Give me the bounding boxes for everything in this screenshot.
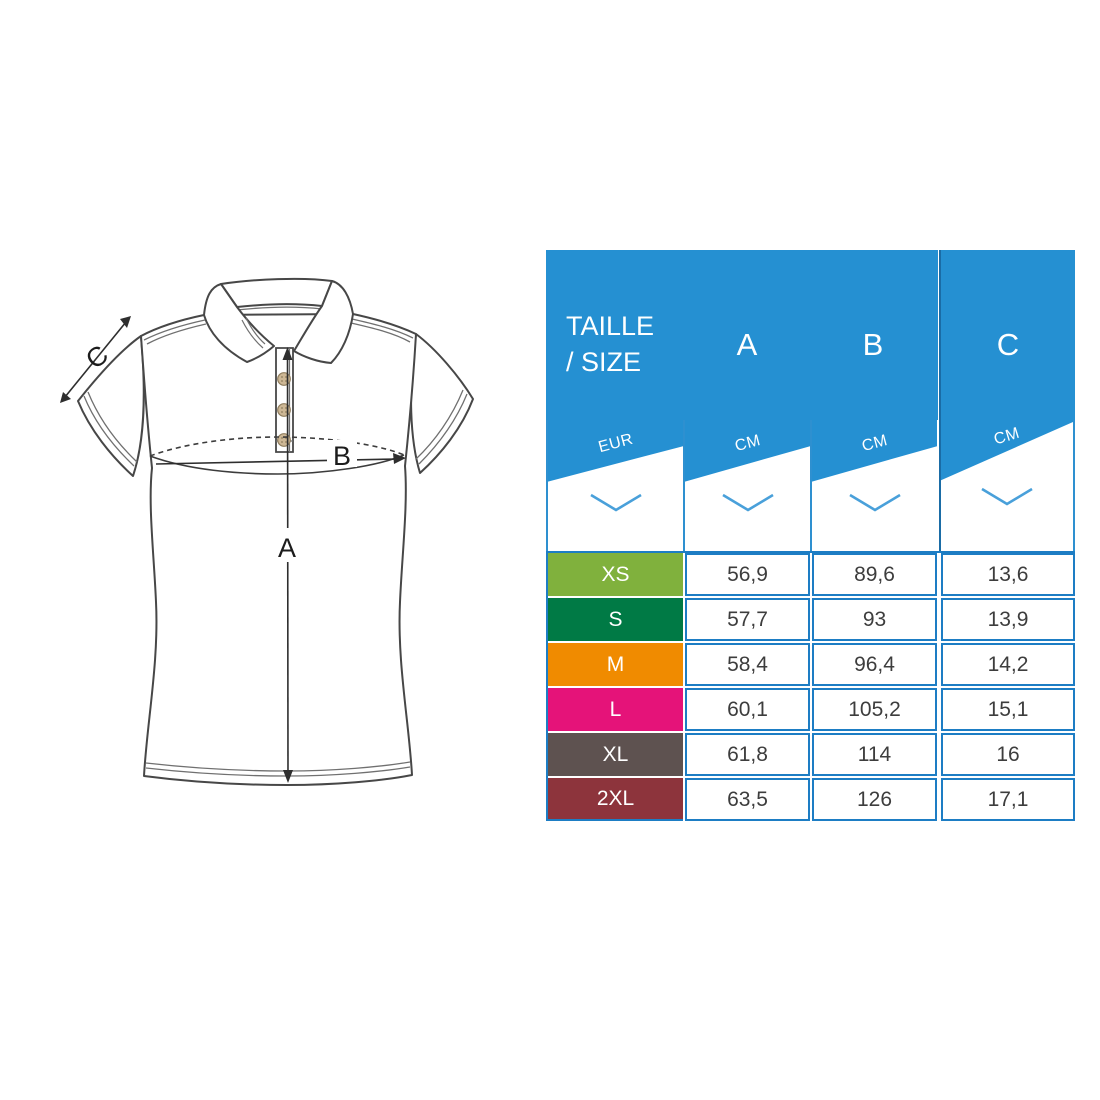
value-a: 58,4 <box>685 643 810 686</box>
header-right-block: C <box>941 250 1075 420</box>
table-row: 2XL 63,5 126 17,1 <box>548 778 1075 821</box>
table-row: S 57,7 93 13,9 <box>548 598 1075 641</box>
right-sleeve <box>410 333 474 474</box>
unit-cell-b: CM <box>810 420 937 551</box>
collar-band <box>220 277 333 308</box>
value-c: 13,9 <box>941 598 1075 641</box>
column-header-a: A <box>736 327 758 362</box>
column-header-c: C <box>996 327 1020 362</box>
table-row: L 60,1 105,2 15,1 <box>548 688 1075 731</box>
value-c: 17,1 <box>941 778 1075 821</box>
chevron-down-icon[interactable] <box>721 492 775 514</box>
table-row: M 58,4 96,4 14,2 <box>548 643 1075 686</box>
size-table: TAILLE / SIZE A B C EUR CM <box>546 250 1075 821</box>
table-row: XS 56,9 89,6 13,6 <box>548 553 1075 596</box>
polo-shirt-diagram: B A C <box>60 277 474 786</box>
size-swatch: S <box>548 598 683 641</box>
value-a: 57,7 <box>685 598 810 641</box>
value-a: 61,8 <box>685 733 810 776</box>
table-body: XS 56,9 89,6 13,6 S 57,7 93 13,9 M 58,4 … <box>546 551 1075 821</box>
collar-left-flap <box>203 283 275 363</box>
size-swatch: 2XL <box>548 778 683 821</box>
column-header-b: B <box>862 327 884 362</box>
unit-cell-size: EUR <box>546 420 683 551</box>
value-b: 105,2 <box>812 688 937 731</box>
value-b: 89,6 <box>812 553 937 596</box>
value-a: 63,5 <box>685 778 810 821</box>
column-divider <box>939 250 941 551</box>
collar-right-flap <box>293 280 354 364</box>
unit-cell-c: CM <box>939 420 1075 551</box>
collar-inner-stitch <box>241 317 266 349</box>
value-b: 96,4 <box>812 643 937 686</box>
value-b: 114 <box>812 733 937 776</box>
size-swatch: M <box>548 643 683 686</box>
unit-subheader: EUR CM CM CM <box>546 420 1075 551</box>
value-c: 14,2 <box>941 643 1075 686</box>
chest-girth-solid <box>149 454 405 475</box>
placket-buttons <box>277 372 291 447</box>
value-c: 15,1 <box>941 688 1075 731</box>
measure-b-label: B <box>333 441 351 471</box>
chevron-down-icon[interactable] <box>980 486 1034 508</box>
value-a: 60,1 <box>685 688 810 731</box>
value-c: 16 <box>941 733 1075 776</box>
table-row: XL 61,8 114 16 <box>548 733 1075 776</box>
header-left-block: TAILLE / SIZE A B <box>546 250 938 420</box>
value-a: 56,9 <box>685 553 810 596</box>
size-swatch: XS <box>548 553 683 596</box>
measure-a-label: A <box>278 533 296 563</box>
chevron-down-icon[interactable] <box>589 492 643 514</box>
shoulder-seams <box>143 318 414 345</box>
left-sleeve <box>77 335 145 477</box>
value-c: 13,6 <box>941 553 1075 596</box>
sleeve-stitches <box>83 389 468 467</box>
measure-a-arrow: A <box>271 347 304 783</box>
size-swatch: XL <box>548 733 683 776</box>
chest-girth-dashed <box>149 436 405 457</box>
size-title: TAILLE / SIZE <box>566 311 655 377</box>
value-b: 93 <box>812 598 937 641</box>
table-header: TAILLE / SIZE A B C <box>546 250 1075 551</box>
value-b: 126 <box>812 778 937 821</box>
size-swatch: L <box>548 688 683 731</box>
unit-cell-a: CM <box>683 420 810 551</box>
measure-b-arrow: B <box>155 440 406 471</box>
chevron-down-icon[interactable] <box>848 492 902 514</box>
